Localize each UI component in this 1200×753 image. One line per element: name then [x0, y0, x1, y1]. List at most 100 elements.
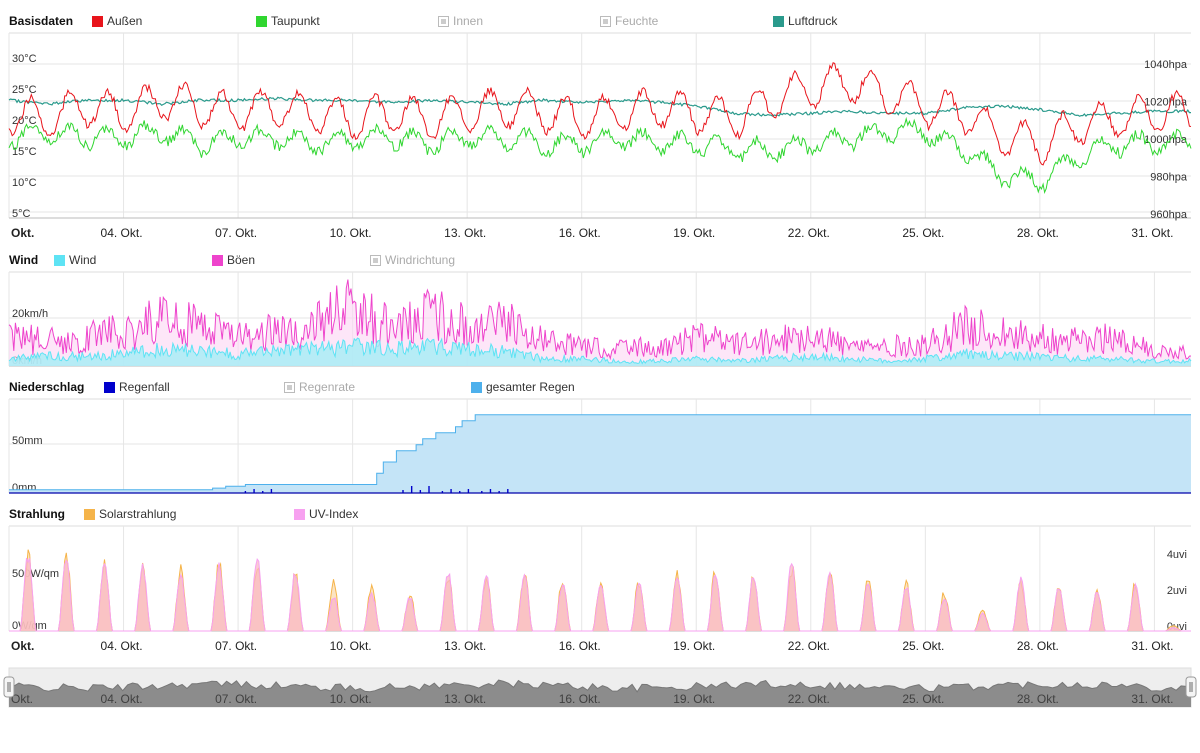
- x-tick-label: 10. Okt.: [330, 226, 372, 240]
- series-uv-index-area: [9, 558, 1191, 631]
- legend-swatch: [104, 382, 115, 393]
- series-taupunkt-line: [8, 116, 1192, 195]
- legend-label: Böen: [227, 253, 255, 267]
- wind-legend: Wind Wind Böen Windrichtung: [9, 253, 455, 267]
- x-tick-label: 28. Okt.: [1017, 226, 1059, 240]
- legend-label: Luftdruck: [788, 14, 838, 28]
- legend-swatch: [471, 382, 482, 393]
- series-boeen-line: [8, 279, 1192, 361]
- legend-item-regenfall[interactable]: Regenfall: [104, 380, 170, 394]
- navigator[interactable]: Okt. 04. Okt. 07. Okt. 10. Okt. 13. Okt. 16. …: [3, 667, 1197, 708]
- legend-swatch: [773, 16, 784, 27]
- legend-item-au-en[interactable]: Außen: [92, 14, 142, 28]
- legend-label: Feuchte: [615, 14, 659, 28]
- legend-label: Windrichtung: [385, 253, 455, 267]
- solar-legend: Strahlung Solarstrahlung UV-Index: [9, 507, 358, 521]
- legend-swatch-mark: [287, 385, 292, 390]
- legend-item-gesamter-regen[interactable]: gesamter Regen: [471, 380, 575, 394]
- legend-item-regenrate[interactable]: Regenrate: [284, 380, 356, 394]
- x-tick-label: 13. Okt.: [444, 226, 486, 240]
- x-tick-label: 13. Okt.: [444, 639, 486, 653]
- y-tick-right: 1020hpa: [1144, 97, 1188, 109]
- legend-swatch: [294, 509, 305, 520]
- legend-swatch: [212, 255, 223, 266]
- x-tick-label: 10. Okt.: [330, 639, 372, 653]
- legend-item-luftdruck[interactable]: Luftdruck: [773, 14, 838, 28]
- legend-item-b-en[interactable]: Böen: [212, 253, 255, 267]
- x-tick-label: 07. Okt.: [215, 639, 257, 653]
- rain-legend: Niederschlag Regenfall Regenrate gesamter R…: [9, 380, 575, 394]
- series-gesamter-regen-line: [9, 414, 1191, 491]
- x-tick-label: 04. Okt.: [101, 639, 143, 653]
- series-luftdruck-line: [8, 96, 1191, 118]
- navigator-series-line: [8, 679, 1192, 693]
- solar-title: Strahlung: [9, 507, 65, 521]
- navigator-x-tick-label: 13. Okt.: [444, 692, 486, 706]
- y-tick-left: 30°C: [12, 53, 37, 65]
- y-tick-left: 20°C: [12, 115, 37, 127]
- navigator-x-tick-label: 31. Okt.: [1131, 692, 1173, 706]
- legend-item-taupunkt[interactable]: Taupunkt: [256, 14, 320, 28]
- y-tick-left: 50mm: [12, 435, 43, 447]
- legend-item-solarstrahlung[interactable]: Solarstrahlung: [84, 507, 176, 521]
- x-tick-label: Okt.: [11, 226, 34, 240]
- legend-label: Wind: [69, 253, 96, 267]
- rain-title: Niederschlag: [9, 380, 84, 394]
- navigator-x-tick-label: 04. Okt.: [101, 692, 143, 706]
- navigator-x-tick-label: 28. Okt.: [1017, 692, 1059, 706]
- wind-plot-area: 20km/h0km/h: [8, 271, 1192, 367]
- series-wind-line: [8, 337, 1192, 365]
- series-gesamter-regen-area: [9, 414, 1191, 493]
- legend-label: UV-Index: [309, 507, 358, 521]
- x-tick-label: Okt.: [11, 639, 34, 653]
- x-tick-label: 28. Okt.: [1017, 639, 1059, 653]
- legend-item-wind[interactable]: Wind: [54, 253, 96, 267]
- legend-label: Außen: [107, 14, 142, 28]
- x-tick-label: 25. Okt.: [902, 226, 944, 240]
- basis-plot-area: 30°C 25°C 20°C 15°C 10°C 5°C 1040hpa 1020hpa 100…: [8, 32, 1192, 240]
- legend-swatch: [92, 16, 103, 27]
- navigator-right-handle[interactable]: [1185, 676, 1197, 698]
- navigator-x-tick-label: 07. Okt.: [215, 692, 257, 706]
- navigator-x-tick-label: Okt.: [11, 692, 33, 706]
- navigator-x-tick-label: 25. Okt.: [902, 692, 944, 706]
- navigator-x-tick-label: 10. Okt.: [330, 692, 372, 706]
- x-tick-label: 31. Okt.: [1131, 639, 1173, 653]
- y-tick-right: 960hpa: [1150, 209, 1188, 221]
- navigator-left-handle[interactable]: [3, 676, 15, 698]
- x-tick-label: 25. Okt.: [902, 639, 944, 653]
- legend-label: Regenrate: [299, 380, 355, 394]
- y-tick-right: 1040hpa: [1144, 59, 1188, 71]
- legend-swatch-mark: [441, 19, 446, 24]
- legend-item-windrichtung[interactable]: Windrichtung: [370, 253, 456, 267]
- legend-swatch: [256, 16, 267, 27]
- y-tick-left: 25°C: [12, 84, 37, 96]
- x-tick-label: 31. Okt.: [1131, 226, 1173, 240]
- y-tick-right: 980hpa: [1150, 172, 1188, 184]
- legend-item-uv-index[interactable]: UV-Index: [294, 507, 358, 521]
- basis-title: Basisdaten: [9, 14, 73, 28]
- x-tick-label: 07. Okt.: [215, 226, 257, 240]
- legend-swatch: [84, 509, 95, 520]
- legend-label: gesamter Regen: [486, 380, 575, 394]
- x-tick-label: 16. Okt.: [559, 639, 601, 653]
- x-tick-label: 22. Okt.: [788, 226, 830, 240]
- y-tick-left: 500W/qm: [12, 568, 59, 580]
- x-tick-label: 19. Okt.: [673, 226, 715, 240]
- legend-item-innen[interactable]: Innen: [438, 14, 484, 28]
- series-aussen-line: [8, 62, 1192, 166]
- legend-item-feuchte[interactable]: Feuchte: [600, 14, 659, 28]
- y-tick-left: 15°C: [12, 146, 37, 158]
- y-tick-right: 1000hpa: [1144, 134, 1188, 146]
- legend-label: Innen: [453, 14, 483, 28]
- x-tick-label: 19. Okt.: [673, 639, 715, 653]
- legend-label: Solarstrahlung: [99, 507, 176, 521]
- legend-label: Taupunkt: [271, 14, 320, 28]
- series-uv-index-line: [9, 557, 1191, 632]
- basis-legend: Basisdaten Außen Taupunkt Innen Feuchte Luftd…: [9, 14, 838, 28]
- navigator-series-area: [9, 680, 1191, 707]
